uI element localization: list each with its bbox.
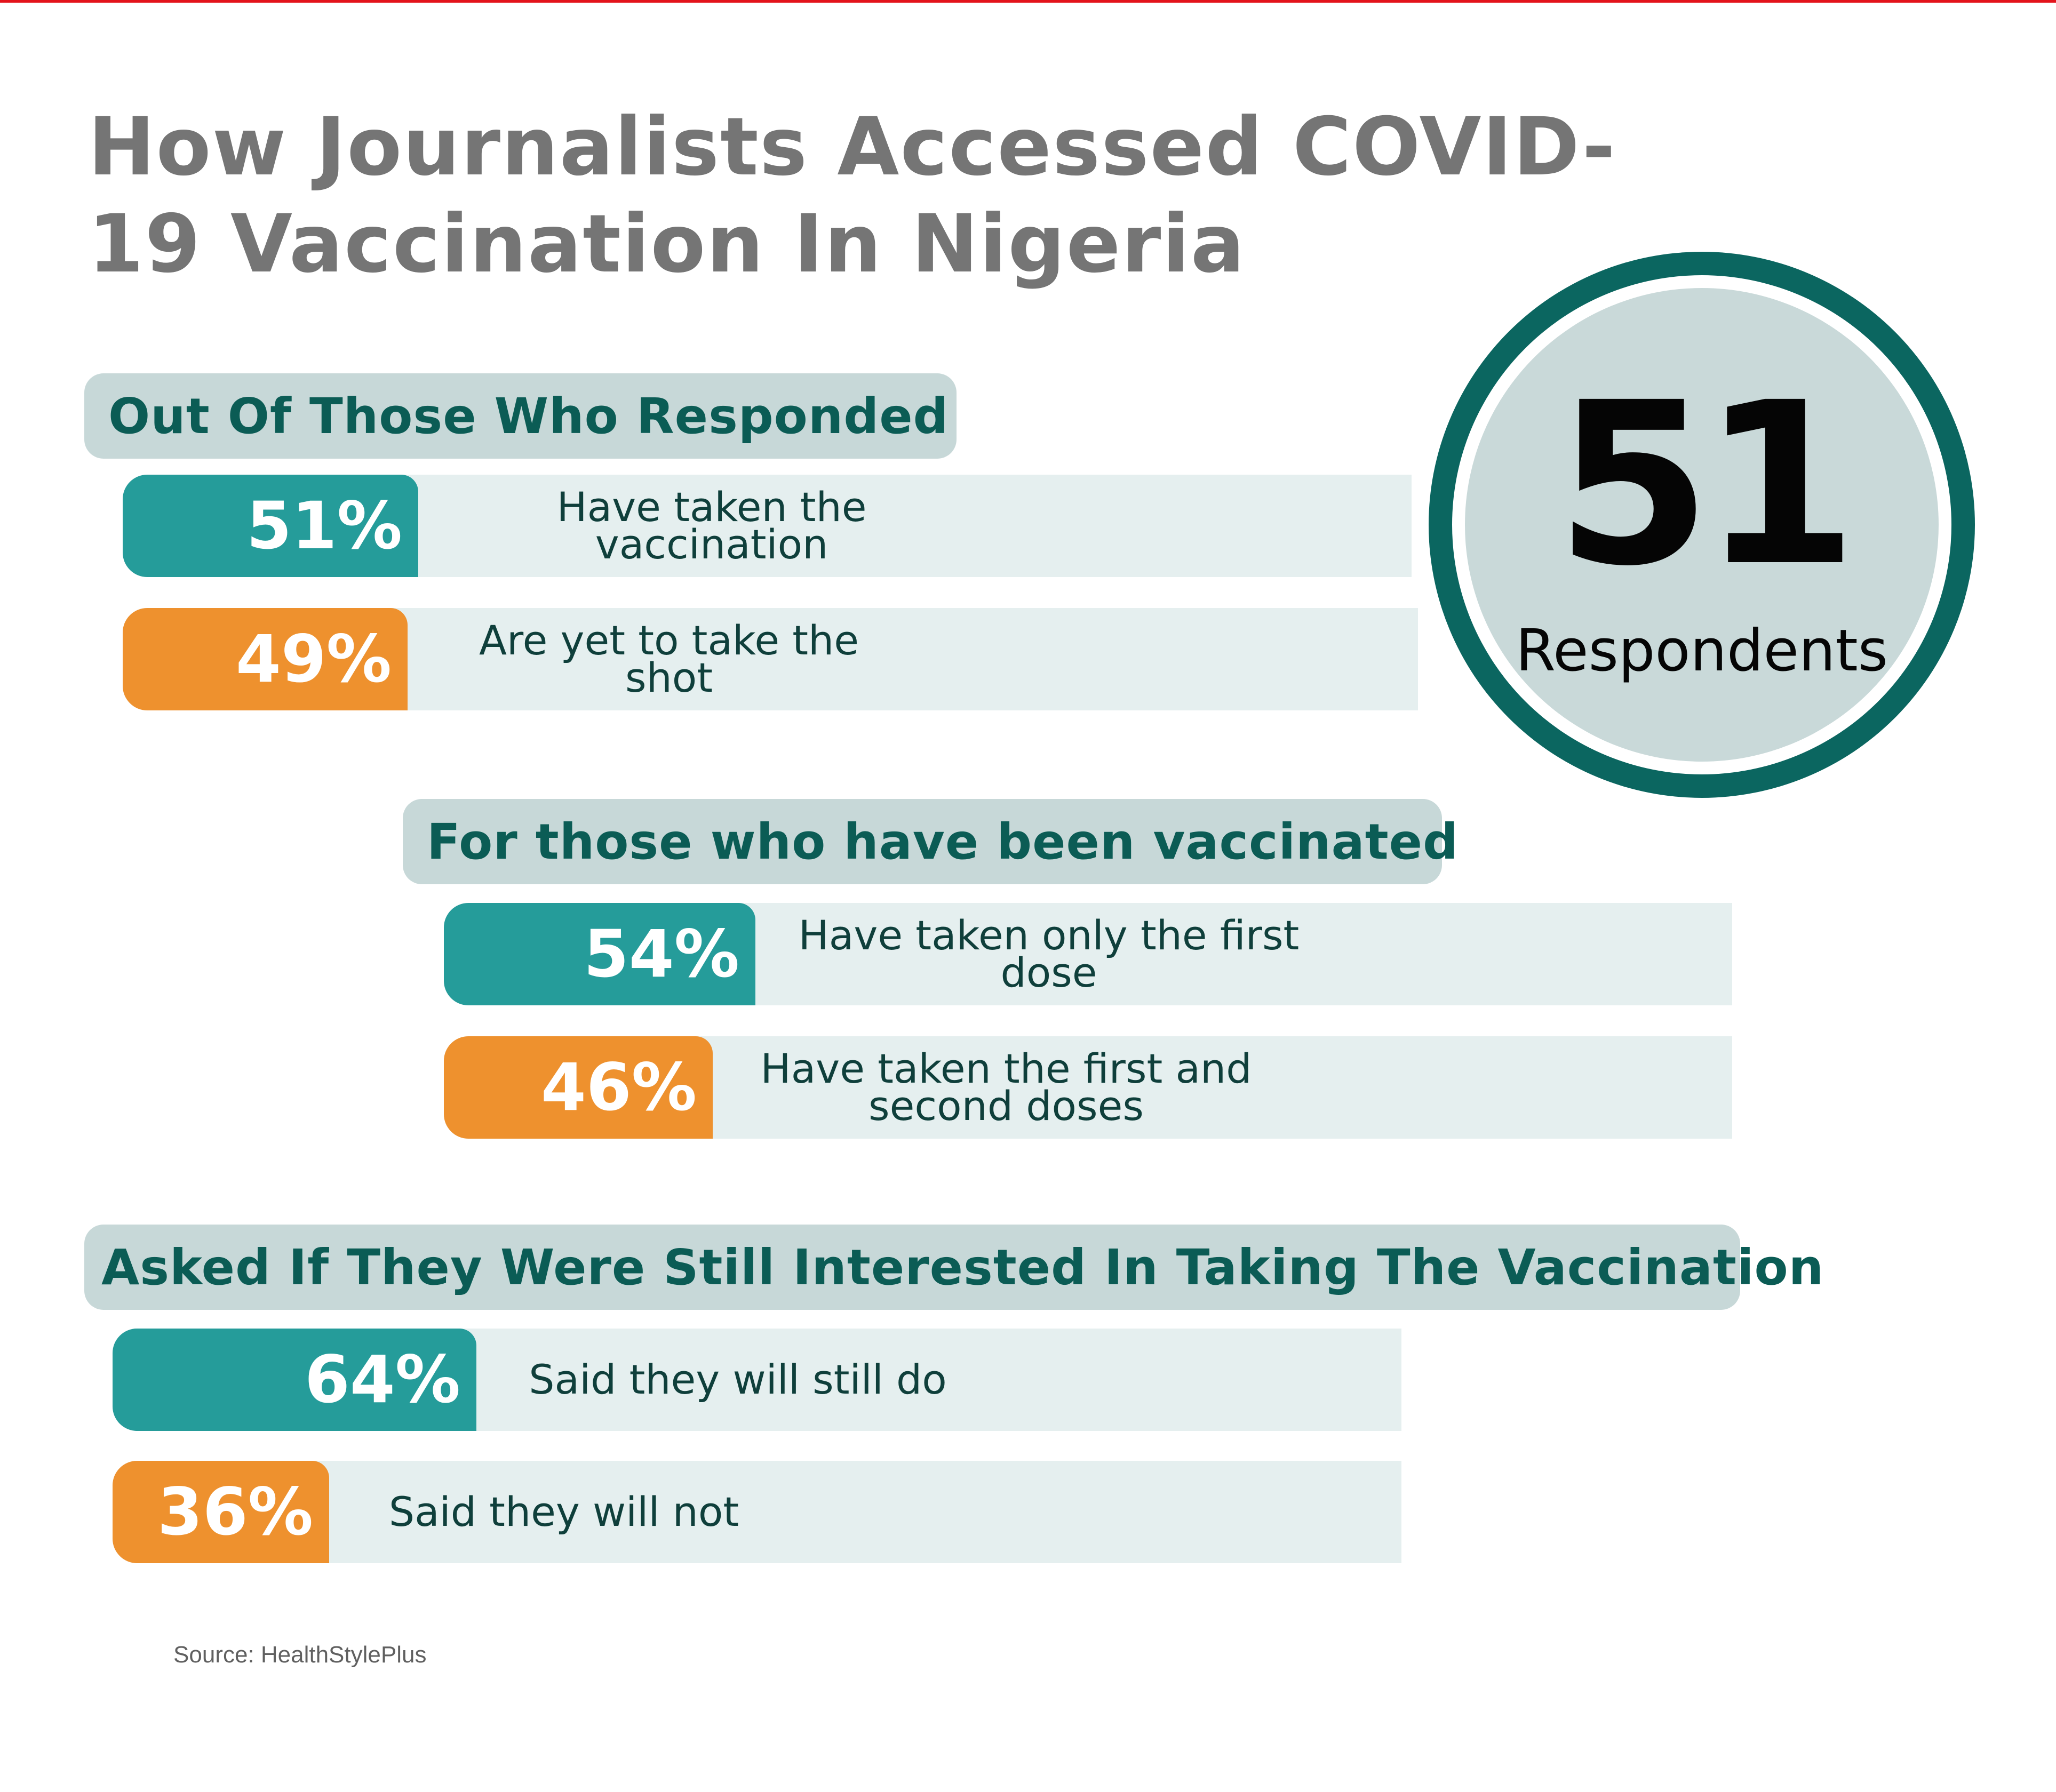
bar-fill: [113, 1461, 329, 1563]
section-header-interest: Asked If They Were Still Interested In T…: [84, 1225, 1823, 1310]
badge-inner-disc: [1465, 288, 1939, 762]
bar-category-label: Said they will still do: [529, 1356, 947, 1403]
bar-row-first-dose: 54% Have taken only the first dose: [444, 903, 1732, 1005]
source-credit: Source: HealthStylePlus: [173, 1642, 427, 1668]
bar-value-label: 49%: [235, 621, 392, 697]
bar-category-label: Have taken the first and second doses: [760, 1045, 1252, 1130]
section-header-vaccinated: For those who have been vaccinated: [403, 799, 1458, 884]
respondents-label: Respondents: [1515, 618, 1888, 684]
bar-row-will-not: 36% Said they will not: [113, 1461, 1401, 1563]
bar-fill: [444, 903, 755, 1005]
bar-value-label: 54%: [583, 916, 739, 992]
page-title: How Journalists Accessed COVID-19 Vaccin…: [88, 101, 1616, 291]
bar-category-label: Have taken the vaccination: [556, 483, 867, 568]
bar-fill: [123, 608, 408, 710]
bar-value-label: 51%: [246, 488, 402, 564]
respondents-badge: [1429, 252, 1975, 798]
bar-category-label: Have taken only the first dose: [798, 911, 1300, 996]
bar-category-label: Are yet to take the shot: [479, 617, 859, 701]
bar-value-label: 36%: [157, 1474, 313, 1550]
bar-row-taken: 51% Have taken the vaccination: [123, 475, 1412, 577]
respondents-count: 51: [1555, 355, 1858, 615]
top-accent-rule: [0, 0, 2056, 3]
bar-fill: [123, 475, 418, 577]
bar-row-not-taken: 49% Are yet to take the shot: [123, 608, 1418, 710]
bar-value-label: 64%: [304, 1342, 460, 1418]
bar-row-will-still-do: 64% Said they will still do: [113, 1329, 1401, 1431]
bar-category-label: Said they will not: [388, 1488, 739, 1535]
bar-value-label: 46%: [540, 1050, 697, 1125]
section-header-responded: Out Of Those Who Responded: [84, 373, 957, 459]
bar-row-both-doses: 46% Have taken the first and second dose…: [444, 1036, 1732, 1139]
bar-fill: [113, 1329, 476, 1431]
bar-fill: [444, 1036, 713, 1139]
